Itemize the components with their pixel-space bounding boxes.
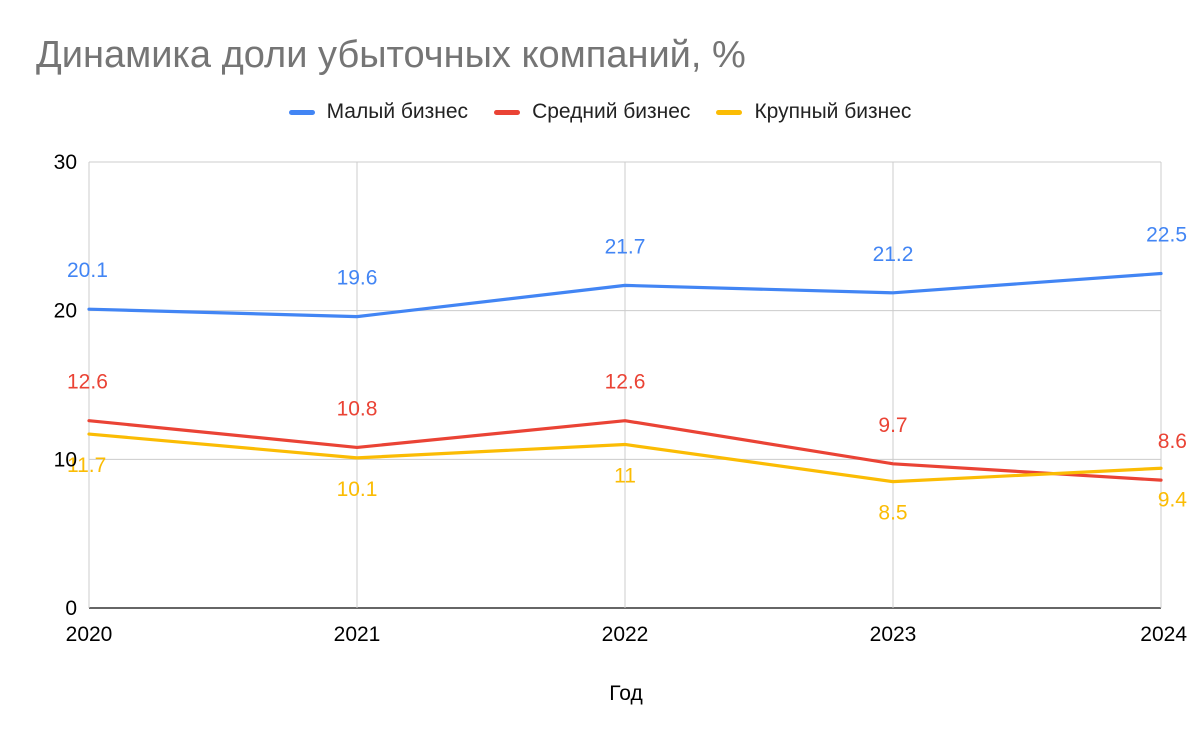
- data-label: 12.6: [605, 371, 646, 394]
- legend-swatch-medium-business: [494, 109, 521, 115]
- data-label: 9.7: [878, 414, 907, 437]
- tick-labels: 0 10 20 30 2020 2021 2022 2023 2024: [54, 151, 1188, 646]
- series-line-2: [87, 432, 1163, 484]
- legend-item-small-business: Малый бизнес: [288, 100, 469, 124]
- data-label: 8.6: [1158, 430, 1187, 453]
- x-tick-label: 2020: [66, 623, 113, 646]
- legend-swatch-large-business: [716, 109, 743, 115]
- grid: [88, 161, 1162, 609]
- data-label: 22.5: [1146, 224, 1187, 247]
- data-label: 21.7: [605, 235, 646, 258]
- data-label: 12.6: [67, 371, 108, 394]
- x-tick-label: 2021: [334, 623, 381, 646]
- legend: Малый бизнес Средний бизнес Крупный бизн…: [0, 100, 1200, 124]
- legend-swatch-small-business: [288, 109, 315, 115]
- data-label: 21.2: [873, 243, 914, 266]
- data-labels: 20.1 19.6 21.7 21.2 22.5 12.6 10.8 12.6 9.7 8.6 11…: [67, 224, 1187, 525]
- legend-label-medium-business: Средний бизнес: [532, 100, 691, 123]
- y-tick-label: 10: [54, 448, 77, 471]
- data-label: 8.5: [878, 502, 907, 525]
- y-tick-label: 30: [54, 151, 77, 174]
- legend-item-medium-business: Средний бизнес: [494, 100, 690, 124]
- y-tick-label: 20: [54, 300, 77, 323]
- legend-item-large-business: Крупный бизнес: [716, 100, 911, 124]
- data-label: 19.6: [337, 267, 378, 290]
- series-line-0: [87, 271, 1163, 319]
- series-line-1: [87, 419, 1163, 482]
- data-label: 20.1: [67, 259, 108, 282]
- data-label: 10.8: [337, 397, 378, 420]
- data-label: 10.1: [337, 478, 378, 501]
- x-tick-label: 2022: [602, 623, 649, 646]
- series-lines: [87, 271, 1163, 484]
- x-tick-label: 2023: [870, 623, 917, 646]
- legend-label-small-business: Малый бизнес: [326, 100, 469, 123]
- data-label: 9.4: [1158, 488, 1188, 511]
- x-axis-title: Год: [609, 682, 642, 705]
- chart-title: Динамика доли убыточных компаний, %: [36, 34, 746, 76]
- data-label: 11.7: [67, 454, 106, 477]
- x-tick-label: 2024: [1140, 623, 1187, 646]
- legend-label-large-business: Крупный бизнес: [754, 100, 912, 123]
- data-label: 11: [614, 464, 636, 487]
- y-tick-label: 0: [65, 597, 77, 620]
